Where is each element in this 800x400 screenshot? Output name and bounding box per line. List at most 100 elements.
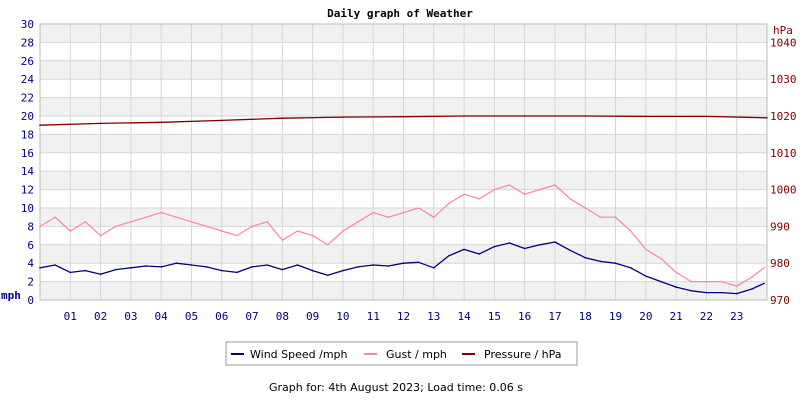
x-axis-ticks: 01 02 03 04 05 06 07 08 09 10 11 12 13 14 15 16 17 18 19 20… — [64, 310, 744, 323]
data-point — [327, 244, 329, 246]
left-axis-unit: mph — [1, 289, 21, 302]
x-tick-label: 06 — [215, 310, 228, 323]
data-point — [327, 274, 329, 277]
y-right-tick-label: 980 — [770, 257, 790, 270]
data-point — [69, 271, 72, 274]
data-point — [39, 225, 41, 228]
x-tick-label: 02 — [94, 310, 107, 323]
data-point — [448, 202, 450, 205]
data-point — [387, 216, 390, 218]
data-point — [569, 198, 571, 200]
data-point — [39, 124, 41, 126]
data-point — [463, 248, 465, 251]
data-point — [114, 268, 117, 271]
data-point — [599, 216, 602, 218]
y-left-tick-label: 20 — [21, 110, 34, 123]
legend-box — [225, 341, 578, 366]
x-tick-label: 18 — [579, 310, 592, 323]
data-point — [705, 115, 708, 118]
series-layer — [39, 115, 768, 295]
data-point — [766, 117, 768, 119]
y-right-tick-label: 1030 — [770, 73, 797, 86]
data-point — [342, 269, 344, 272]
data-point — [251, 225, 253, 228]
data-point — [99, 122, 102, 125]
data-point — [296, 264, 299, 266]
y-right-tick-label: 1000 — [770, 184, 797, 197]
y-left-tick-label: 28 — [21, 36, 34, 49]
data-point — [584, 256, 587, 259]
y-left-tick-label: 10 — [21, 202, 34, 215]
x-tick-label: 23 — [730, 310, 743, 323]
data-point — [205, 266, 208, 268]
data-point — [448, 255, 450, 257]
data-point — [281, 239, 284, 241]
x-tick-label: 05 — [185, 310, 198, 323]
data-point — [175, 262, 178, 265]
y-left-tick-label: 8 — [27, 220, 34, 233]
data-point — [145, 265, 147, 267]
y-right-tick-label: 970 — [770, 294, 790, 307]
legend: Wind Speed /mph Gust / mph Pressure / hP… — [225, 341, 578, 366]
data-point — [357, 266, 359, 268]
plot-frame — [39, 23, 768, 301]
y-left-tick-label: 26 — [21, 55, 34, 68]
x-tick-label: 01 — [64, 310, 77, 323]
data-point — [660, 257, 662, 260]
y-right-tick-label: 1040 — [770, 36, 797, 49]
data-point — [160, 266, 162, 268]
data-point — [720, 280, 723, 283]
y-right-tick-label: 990 — [770, 220, 790, 233]
data-point — [675, 286, 677, 288]
data-point — [720, 291, 723, 294]
data-point — [705, 280, 708, 283]
y-left-tick-label: 16 — [21, 147, 34, 160]
footer-text: Graph for: 4th August 2023; Load time: 0… — [269, 381, 523, 394]
data-point — [763, 267, 765, 269]
data-point — [584, 115, 587, 117]
data-point — [357, 221, 359, 223]
data-point — [751, 288, 753, 290]
data-point — [311, 234, 314, 237]
data-point — [221, 269, 223, 272]
y-left-tick-label: 0 — [27, 294, 34, 307]
data-point — [493, 245, 496, 248]
data-point — [175, 216, 178, 218]
data-point — [523, 193, 526, 195]
y-left-tick-label: 14 — [21, 165, 35, 178]
x-tick-label: 15 — [488, 310, 501, 323]
data-point — [433, 267, 435, 269]
data-point — [69, 230, 72, 232]
y-left-tick-label: 12 — [21, 184, 34, 197]
right-axis-ticks: 970 980 990 1000 1010 1020 1030 1040 — [770, 36, 797, 307]
data-point — [417, 261, 420, 264]
x-tick-label: 04 — [155, 310, 169, 323]
data-point — [539, 244, 541, 246]
legend-label-gust: Gust / mph — [386, 348, 447, 361]
data-point — [569, 249, 571, 252]
chart-title: Daily graph of Weather — [327, 7, 473, 20]
y-left-tick-label: 4 — [27, 257, 34, 270]
data-point — [342, 116, 344, 118]
data-point — [614, 216, 617, 218]
data-point — [751, 276, 753, 278]
x-tick-label: 20 — [639, 310, 652, 323]
data-point — [735, 292, 738, 295]
data-point — [584, 207, 587, 209]
data-point — [160, 121, 162, 124]
data-point — [130, 267, 132, 269]
data-point — [629, 267, 632, 269]
data-point — [478, 253, 481, 255]
data-point — [508, 184, 511, 186]
data-point — [493, 188, 496, 191]
data-point — [402, 211, 405, 214]
data-point — [645, 275, 647, 277]
x-tick-label: 17 — [548, 310, 561, 323]
data-point — [281, 268, 284, 271]
data-point — [221, 230, 223, 232]
y-right-tick-label: 1010 — [770, 147, 797, 160]
y-left-tick-label: 6 — [27, 239, 34, 252]
x-tick-label: 12 — [397, 310, 410, 323]
